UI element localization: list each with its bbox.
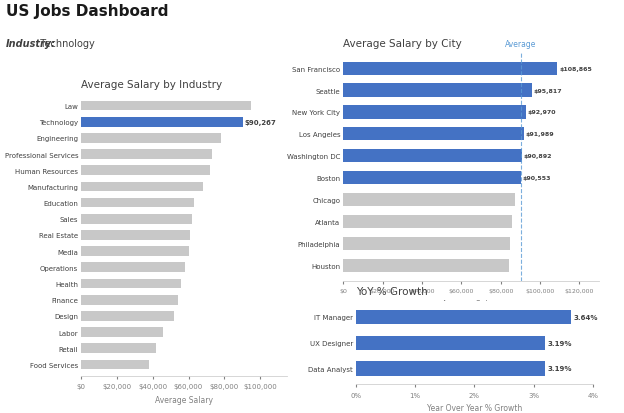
Text: $95,817: $95,817	[534, 88, 562, 93]
Bar	[81, 328, 163, 337]
Text: $90,267: $90,267	[245, 119, 276, 126]
Text: $90,892: $90,892	[524, 154, 552, 159]
Text: Average Salary by City: Average Salary by City	[343, 39, 462, 49]
Bar	[343, 84, 532, 97]
Bar	[81, 311, 174, 321]
Text: $108,865: $108,865	[559, 66, 592, 71]
Text: Average: Average	[505, 40, 537, 49]
Bar	[343, 215, 512, 228]
Text: 3.64%: 3.64%	[574, 314, 598, 320]
Text: Technology: Technology	[34, 39, 95, 49]
Bar	[81, 344, 157, 353]
Text: $90,553: $90,553	[523, 176, 552, 180]
Bar	[343, 172, 522, 185]
Bar	[81, 182, 203, 192]
Text: $92,970: $92,970	[528, 110, 556, 115]
Bar	[343, 128, 524, 141]
X-axis label: Year Over Year % Growth: Year Over Year % Growth	[427, 403, 522, 412]
Text: US Jobs Dashboard: US Jobs Dashboard	[6, 4, 168, 19]
Bar	[356, 361, 545, 376]
Bar	[81, 102, 251, 111]
Bar	[356, 336, 545, 350]
Bar	[343, 237, 510, 250]
Bar	[81, 230, 190, 240]
Text: $91,989: $91,989	[526, 132, 555, 137]
X-axis label: Average Salary: Average Salary	[442, 299, 500, 308]
Bar	[81, 198, 194, 208]
Text: 3.19%: 3.19%	[547, 340, 572, 346]
Text: Industry:: Industry:	[6, 39, 56, 49]
Bar	[343, 106, 526, 119]
Bar	[81, 118, 243, 127]
Bar	[81, 263, 185, 273]
Bar	[81, 279, 182, 289]
Bar	[356, 310, 572, 324]
Bar	[81, 150, 212, 159]
Bar	[343, 193, 515, 206]
Bar	[343, 62, 557, 76]
Bar	[343, 259, 509, 272]
Bar	[81, 134, 221, 143]
Bar	[343, 150, 522, 163]
Text: Average Salary by Industry: Average Salary by Industry	[81, 80, 222, 90]
Bar	[81, 360, 149, 369]
Text: YoY % Growth: YoY % Growth	[356, 287, 427, 297]
Bar	[81, 295, 178, 305]
Text: 3.19%: 3.19%	[547, 366, 572, 372]
Bar	[81, 166, 210, 176]
X-axis label: Average Salary: Average Salary	[155, 395, 213, 404]
Bar	[81, 214, 192, 224]
Bar	[81, 247, 188, 256]
